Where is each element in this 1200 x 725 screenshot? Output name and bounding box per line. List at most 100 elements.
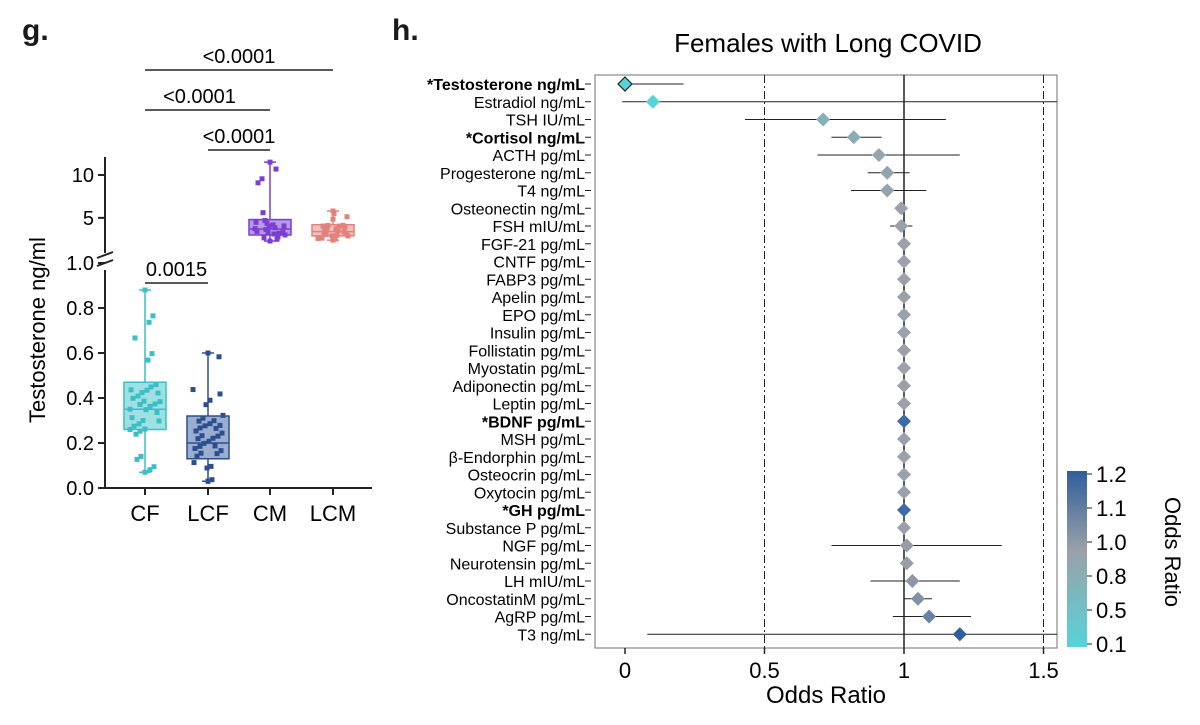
odds-ratio-marker	[897, 325, 911, 340]
data-point	[213, 425, 219, 431]
data-point	[276, 230, 282, 236]
odds-ratio-marker	[922, 609, 937, 624]
box-cm	[248, 159, 292, 244]
forest-row: ACTH pg/mL	[493, 148, 960, 165]
data-point	[150, 313, 156, 319]
row-label: Estradiol ng/mL	[474, 95, 585, 112]
data-point	[262, 217, 268, 223]
data-point	[133, 431, 139, 437]
significance-label: 0.0015	[146, 259, 207, 281]
colorbar-tick-label: 1.2	[1096, 462, 1127, 487]
data-point	[210, 435, 216, 441]
row-label: Neurotensin pg/mL	[450, 556, 585, 573]
data-point	[139, 390, 145, 396]
data-point	[131, 423, 137, 429]
data-point	[134, 456, 140, 462]
data-point	[208, 463, 214, 469]
data-point	[344, 214, 350, 220]
forest-row: Osteonectin ng/mL	[451, 201, 909, 218]
row-label: Osteocrin pg/mL	[468, 468, 585, 485]
forest-row: CNTF pg/mL	[493, 254, 911, 272]
data-point	[147, 403, 153, 409]
x-tick-label: 1.5	[1028, 658, 1059, 683]
data-point	[215, 433, 221, 439]
data-point	[205, 478, 211, 484]
odds-ratio-marker	[894, 201, 909, 216]
x-tick-label: 0	[619, 658, 631, 683]
data-point	[192, 445, 198, 451]
x-tick-label: 0.5	[749, 658, 780, 683]
plot-frame	[594, 74, 1058, 649]
odds-ratio-marker	[897, 236, 911, 251]
data-point	[197, 443, 203, 449]
odds-ratio-marker	[897, 307, 911, 322]
row-label: T4 ng/mL	[517, 184, 585, 201]
colorbar-tick-label: 1.0	[1096, 530, 1127, 555]
forest-row: *Cortisol ng/mL	[466, 130, 882, 147]
data-point	[153, 382, 159, 388]
testosterone-box-plot: Testosterone ng/ml 0.0 0.2 0.4 0.6 0.8 1.0 5 10 C…	[25, 46, 372, 526]
row-label: ACTH pg/mL	[493, 148, 586, 165]
data-point	[203, 402, 209, 408]
colorbar-tick-label: 0.1	[1096, 632, 1127, 657]
data-point	[147, 467, 153, 473]
data-point	[199, 433, 205, 439]
data-point	[145, 357, 151, 363]
data-point	[267, 159, 273, 165]
data-point	[218, 448, 224, 454]
data-point	[201, 440, 207, 446]
data-point	[264, 220, 270, 226]
forest-row: Oxytocin pg/mL	[474, 485, 911, 502]
data-point	[273, 166, 279, 172]
significance-label: <0.0001	[203, 46, 276, 68]
data-point	[330, 208, 336, 214]
forest-row: TSH IU/mL	[506, 112, 946, 130]
forest-row: Progesterone ng/mL	[440, 165, 910, 183]
row-label: FABP3 pg/mL	[486, 272, 585, 289]
data-point	[195, 436, 201, 442]
forest-row: OncostatinM pg/mL	[446, 591, 932, 609]
data-point	[263, 227, 269, 233]
data-point	[129, 415, 135, 421]
data-point	[197, 425, 203, 431]
odds-ratio-marker	[897, 520, 911, 535]
forest-row: Estradiol ng/mL	[474, 94, 1057, 112]
data-point	[149, 351, 155, 357]
odds-ratio-marker	[897, 503, 911, 517]
odds-ratio-marker	[897, 254, 911, 269]
data-point	[330, 216, 336, 222]
data-point	[127, 427, 133, 432]
x-tick-label: 1	[898, 658, 910, 683]
data-point	[211, 418, 217, 424]
odds-ratio-marker	[897, 467, 911, 482]
row-label: Leptin pg/mL	[492, 397, 585, 414]
data-point	[340, 222, 346, 228]
colorbar-tick-label: 0.5	[1096, 598, 1127, 623]
odds-ratio-marker	[880, 165, 895, 180]
data-point	[202, 423, 208, 429]
odds-ratio-marker	[897, 343, 911, 358]
x-tick-label-lcm: LCM	[310, 501, 356, 526]
row-label: *BDNF pg/mL	[482, 414, 585, 431]
odds-ratio-marker	[899, 556, 914, 571]
box-cf	[123, 287, 167, 475]
data-point	[265, 229, 271, 235]
x-tick-label-cf: CF	[130, 501, 159, 526]
data-point	[280, 229, 286, 235]
data-point	[137, 401, 143, 407]
odds-ratio-marker	[645, 94, 660, 109]
data-point	[206, 438, 212, 444]
row-label: *GH pg/mL	[502, 503, 585, 520]
row-label: NGF pg/mL	[502, 539, 585, 556]
data-point	[136, 421, 142, 427]
forest-row: T4 ng/mL	[517, 183, 927, 201]
data-point	[191, 460, 197, 466]
odds-ratio-marker	[617, 76, 633, 92]
forest-row: *Testosterone ng/mL	[427, 76, 684, 94]
data-point	[255, 180, 261, 186]
row-label: MSH pg/mL	[501, 432, 586, 449]
data-point	[148, 384, 154, 390]
data-point	[204, 465, 210, 471]
odds-ratio-marker	[899, 538, 914, 553]
colorbar-tick-label: 0.8	[1096, 564, 1127, 589]
